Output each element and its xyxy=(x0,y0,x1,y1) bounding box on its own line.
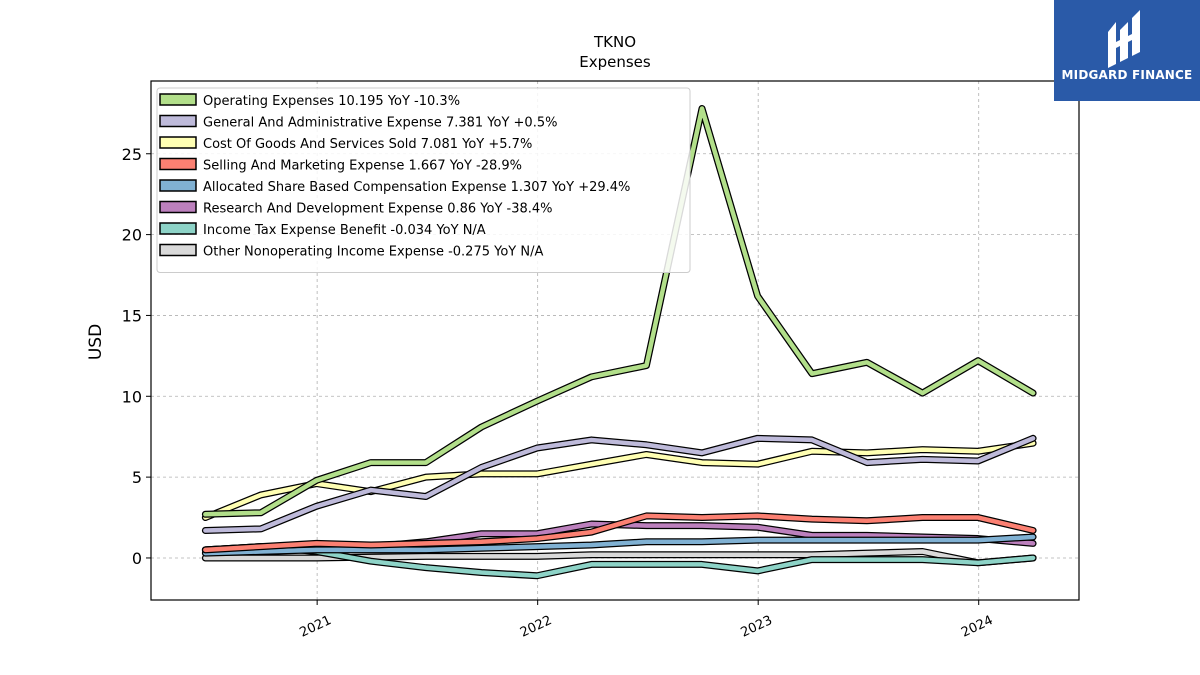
x-tick-label: 2023 xyxy=(739,613,775,641)
series-line xyxy=(203,544,1036,578)
legend-swatch xyxy=(159,136,197,149)
chart-title: TKNO xyxy=(593,33,636,51)
legend-label: General And Administrative Expense 7.381… xyxy=(203,116,557,131)
y-tick-label: 10 xyxy=(122,387,142,406)
series-line xyxy=(203,106,1036,517)
x-tick-label: 2024 xyxy=(959,613,995,641)
legend-swatch xyxy=(159,222,197,235)
legend-label: Allocated Share Based Compensation Expen… xyxy=(203,180,630,195)
x-tick-label: 2021 xyxy=(298,613,334,641)
legend-label: Research And Development Expense 0.86 Yo… xyxy=(203,202,553,217)
y-tick-label: 15 xyxy=(122,306,142,325)
legend-box xyxy=(156,87,691,273)
y-tick-label: 25 xyxy=(122,145,142,164)
legend-swatch xyxy=(159,114,197,128)
legend-label: Income Tax Expense Benefit -0.034 YoY N/… xyxy=(203,223,486,238)
legend-swatch xyxy=(159,157,197,171)
brand-logo: MIDGARD FINANCE xyxy=(1054,0,1200,101)
legend-swatch xyxy=(159,200,197,214)
series-line xyxy=(203,436,1036,533)
chart-subtitle: Expenses xyxy=(579,53,651,71)
series-line xyxy=(203,534,1036,556)
y-tick-label: 5 xyxy=(132,468,142,487)
legend: Operating Expenses 10.195 YoY -10.3% Gene… xyxy=(156,87,691,273)
legend-label: Cost Of Goods And Services Sold 7.081 Yo… xyxy=(203,137,532,152)
axes: 0 5 10 15 20 25 2021 2022 2023 2024 xyxy=(122,80,1080,641)
legend-swatch xyxy=(159,93,197,106)
series-line xyxy=(203,440,1036,520)
legend-swatch xyxy=(159,179,197,192)
y-axis-label: USD xyxy=(86,324,106,360)
legend-label: Selling And Marketing Expense 1.667 YoY … xyxy=(203,159,522,174)
y-tick-label: 0 xyxy=(132,549,142,568)
series-layer xyxy=(201,104,1037,580)
series-outline xyxy=(201,439,1037,522)
legend-label: Other Nonoperating Income Expense -0.275… xyxy=(203,245,543,260)
legend-swatch xyxy=(159,243,197,257)
legend-label: Operating Expenses 10.195 YoY -10.3% xyxy=(203,94,460,109)
x-tick-label: 2022 xyxy=(518,613,554,641)
brand-name: MIDGARD FINANCE xyxy=(1061,68,1193,82)
logo-mark-icon xyxy=(1108,10,1140,68)
plot-frame xyxy=(150,80,1080,601)
series-line xyxy=(203,513,1036,553)
y-tick-label: 20 xyxy=(122,226,142,245)
